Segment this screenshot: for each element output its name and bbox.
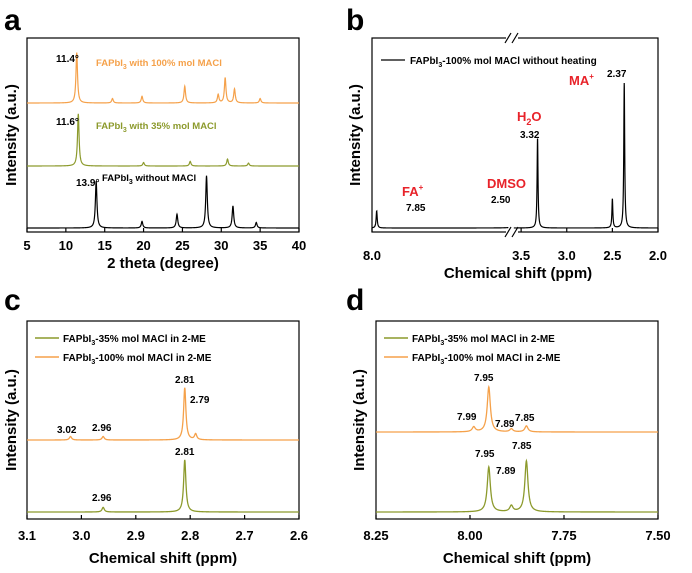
plot-frame-d <box>375 320 659 520</box>
series-line-b-left <box>371 209 509 229</box>
x-axis-a-tick-label: 40 <box>292 238 306 253</box>
x-ticks-c: 3.1 3.0 2.9 2.8 2.7 2.6 <box>18 515 308 543</box>
legend-label-c-35: FAPbI3-35% mol MACl in 2-ME <box>63 334 206 347</box>
peak-label-c-279: 2.79 <box>190 395 210 406</box>
peak-label-c-302: 3.02 <box>57 425 77 436</box>
peak-label-d-789-b: 7.89 <box>496 466 516 477</box>
y-axis-title-c: Intensity (a.u.) <box>3 369 20 471</box>
x-axis-b-tick-label: 3.0 <box>558 248 576 263</box>
peak-label-d-795: 7.95 <box>474 373 494 384</box>
peak-label-b-237: 2.37 <box>607 69 627 80</box>
axis-break-mark <box>511 32 519 44</box>
panel-letter-b: b <box>346 4 364 37</box>
x-axis-title-b: Chemical shift (ppm) <box>444 265 592 282</box>
x-axis-d-tick-label: 7.75 <box>551 528 576 543</box>
x-axis-b-tick-label: 8.0 <box>363 248 381 263</box>
x-axis-a-tick-label: 10 <box>59 238 73 253</box>
x-ticks-d: 8.25 8.00 7.75 7.50 <box>363 515 671 543</box>
x-axis-c-tick-label: 2.9 <box>127 528 145 543</box>
peak-label-d-789: 7.89 <box>495 419 515 430</box>
plot-frame-a <box>26 37 300 233</box>
legend-label-b: FAPbI3-100% mol MACl without heating <box>410 56 597 69</box>
panel-a: a 5 10 15 20 25 30 35 40 2 theta (degree) Inten… <box>3 4 306 272</box>
x-axis-b-tick-label: 2.5 <box>603 248 621 263</box>
peak-label-d-795-b: 7.95 <box>475 449 495 460</box>
y-axis-title-a: Intensity (a.u.) <box>3 84 20 186</box>
x-axis-a-tick-label: 35 <box>253 238 267 253</box>
ion-label-dmso: DMSO <box>487 176 526 191</box>
legend-label-d-100: FAPbI3-100% mol MACl in 2-ME <box>412 353 561 366</box>
annotation-11-4: 11.4° <box>56 54 79 65</box>
x-ticks-a: 5 10 15 20 25 30 35 40 <box>23 228 306 253</box>
peak-label-b-785: 7.85 <box>406 203 426 214</box>
series-label-a-100: FAPbI3 with 100% mol MACl <box>96 58 222 71</box>
series-line-a-1 <box>27 113 299 167</box>
ion-label-h2o: H2O <box>517 109 542 127</box>
panel-letter-a: a <box>4 4 21 37</box>
axis-break-mark <box>504 226 512 238</box>
x-axis-c-tick-label: 3.0 <box>72 528 90 543</box>
x-axis-a-tick-label: 20 <box>136 238 150 253</box>
axis-break-mark <box>511 226 519 238</box>
peak-label-b-250: 2.50 <box>491 195 511 206</box>
x-axis-c-tick-label: 3.1 <box>18 528 36 543</box>
series-group-a <box>27 52 299 229</box>
series-line-c-0 <box>27 459 299 513</box>
peak-label-c-296: 2.96 <box>92 423 112 434</box>
annotation-13-9: 13.9° <box>76 178 99 189</box>
peak-label-d-785-b: 7.85 <box>512 441 532 452</box>
x-axis-a-tick-label: 15 <box>97 238 111 253</box>
panel-b: b 8.0 3.5 3.0 2.5 2.0 Chemical shift (ppm) I… <box>346 4 667 282</box>
ion-label-fa: FA+ <box>402 183 424 199</box>
peak-label-c-296-b: 2.96 <box>92 493 112 504</box>
peak-label-b-332: 3.32 <box>520 130 540 141</box>
y-axis-title-b: Intensity (a.u.) <box>347 84 364 186</box>
series-label-a-35: FAPbI3 with 35% mol MACl <box>96 121 217 134</box>
x-axis-a-tick-label: 5 <box>23 238 30 253</box>
axis-break-bottom-mask <box>506 228 518 237</box>
peak-label-d-799: 7.99 <box>457 412 477 423</box>
peak-label-d-785: 7.85 <box>515 413 535 424</box>
series-group-b <box>371 83 658 229</box>
series-label-a-0: FAPbI3 without MACl <box>102 173 196 186</box>
ion-label-ma: MA+ <box>569 72 594 88</box>
x-axis-d-tick-label: 7.50 <box>645 528 670 543</box>
peak-label-c-281-b: 2.81 <box>175 447 195 458</box>
x-axis-b-tick-label: 2.0 <box>649 248 667 263</box>
peak-label-c-281: 2.81 <box>175 375 195 386</box>
legend-label-d-35: FAPbI3-35% mol MACl in 2-ME <box>412 334 555 347</box>
x-axis-title-d: Chemical shift (ppm) <box>443 550 591 567</box>
series-line-b-right <box>513 83 658 229</box>
x-axis-a-tick-label: 30 <box>214 238 228 253</box>
x-axis-title-c: Chemical shift (ppm) <box>89 550 237 567</box>
x-ticks-b: 8.0 3.5 3.0 2.5 2.0 <box>363 228 667 263</box>
series-group-c <box>27 387 299 513</box>
panel-d: d 8.25 8.00 7.75 7.50 Chemical shift (ppm) … <box>346 284 671 567</box>
x-axis-c-tick-label: 2.7 <box>236 528 254 543</box>
series-line-a-0 <box>27 52 299 104</box>
series-group-d <box>376 384 658 513</box>
y-axis-title-d: Intensity (a.u.) <box>351 369 368 471</box>
x-axis-b-tick-label: 3.5 <box>512 248 530 263</box>
series-line-d-1 <box>376 384 658 433</box>
axis-break-top-mask <box>506 34 518 43</box>
series-line-c-1 <box>27 387 299 441</box>
legend-label-c-100: FAPbI3-100% mol MACl in 2-ME <box>63 353 212 366</box>
x-axis-title-a: 2 theta (degree) <box>107 255 219 272</box>
x-axis-c-tick-label: 2.8 <box>181 528 199 543</box>
series-line-a-2 <box>27 175 299 229</box>
x-axis-d-tick-label: 8.00 <box>457 528 482 543</box>
x-axis-a-tick-label: 25 <box>175 238 189 253</box>
panel-c: c 3.1 3.0 2.9 2.8 2.7 2.6 Chemical shift (ppm… <box>3 284 308 567</box>
series-line-d-0 <box>376 458 658 513</box>
panel-letter-d: d <box>346 284 364 317</box>
panel-letter-c: c <box>4 284 21 317</box>
plot-frame-c <box>26 320 300 520</box>
x-axis-d-tick-label: 8.25 <box>363 528 388 543</box>
x-axis-c-tick-label: 2.6 <box>290 528 308 543</box>
axis-break-mark <box>504 32 512 44</box>
annotation-11-6: 11.6° <box>56 117 79 128</box>
